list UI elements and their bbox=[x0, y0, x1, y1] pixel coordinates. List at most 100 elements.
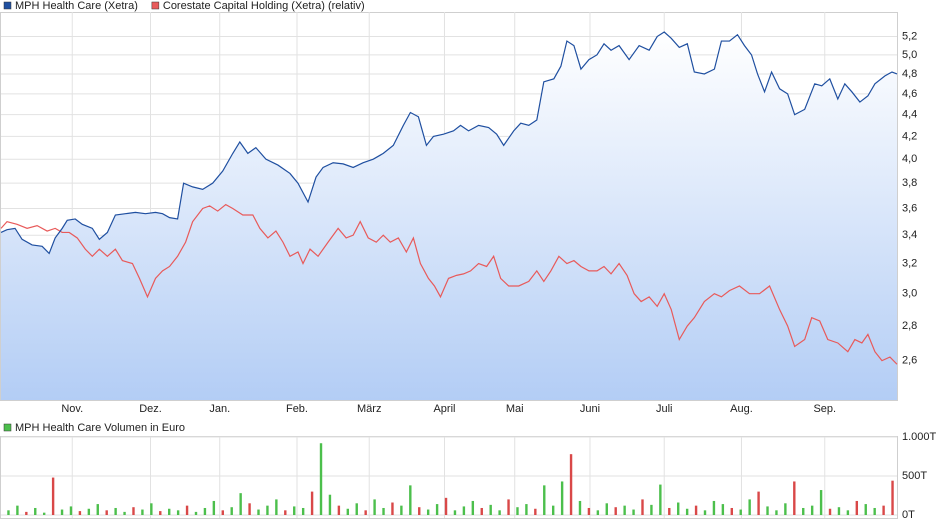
volume-bar bbox=[793, 481, 796, 515]
volume-bar bbox=[614, 507, 617, 515]
volume-bar bbox=[105, 510, 108, 515]
x-tick-label: Jan. bbox=[209, 403, 230, 415]
volume-bar bbox=[685, 508, 689, 515]
volume-bar bbox=[176, 510, 180, 515]
volume-bar bbox=[873, 507, 876, 515]
volume-bar bbox=[819, 490, 823, 515]
y-tick-label: 4,6 bbox=[902, 88, 917, 100]
y-tick-label: 2,6 bbox=[902, 355, 917, 367]
volume-bar bbox=[382, 507, 385, 515]
volume-bar bbox=[391, 502, 394, 515]
volume-bar bbox=[641, 499, 644, 515]
volume-bar bbox=[668, 507, 671, 515]
volume-bar bbox=[891, 480, 894, 515]
volume-bar bbox=[435, 504, 439, 515]
y-tick-label: 3,2 bbox=[902, 257, 917, 269]
y-tick-label: 4,4 bbox=[902, 109, 917, 121]
volume-bar bbox=[25, 511, 28, 515]
volume-bar bbox=[185, 505, 189, 515]
volume-bar bbox=[221, 510, 224, 515]
y-tick-label: 3,6 bbox=[902, 202, 917, 214]
volume-bar bbox=[87, 508, 91, 515]
volume-bar bbox=[507, 499, 510, 515]
volume-bar bbox=[739, 509, 742, 515]
volume-bar bbox=[864, 504, 867, 515]
y-tick-label: 5,0 bbox=[902, 49, 917, 61]
y-tick-label: 3,4 bbox=[902, 229, 917, 241]
volume-bar bbox=[7, 510, 10, 515]
volume-bar bbox=[775, 510, 778, 515]
volume-bar bbox=[802, 507, 805, 515]
volume-bar bbox=[293, 506, 296, 515]
legend-swatch bbox=[3, 1, 12, 10]
volume-bar bbox=[373, 499, 376, 515]
volume-bar bbox=[60, 509, 64, 515]
volume-bar bbox=[837, 507, 841, 515]
volume-bar bbox=[650, 504, 653, 515]
volume-bar bbox=[426, 509, 430, 515]
volume-bar bbox=[730, 507, 733, 515]
volume-bar bbox=[703, 510, 707, 515]
volume-bar bbox=[498, 510, 501, 515]
volume-bar bbox=[150, 503, 153, 515]
x-tick-label: Feb. bbox=[286, 403, 308, 415]
area bbox=[1, 32, 897, 400]
volume-bar bbox=[757, 491, 760, 515]
y-tick-label: 4,2 bbox=[902, 130, 917, 142]
volume-bar bbox=[810, 505, 814, 515]
x-tick-label: Juli bbox=[656, 403, 673, 415]
volume-frame bbox=[0, 436, 898, 519]
y-tick-label: 500T bbox=[902, 470, 927, 482]
legend-label: MPH Health Care Volumen in Euro bbox=[15, 422, 185, 434]
y-tick-label: 5,2 bbox=[902, 30, 917, 42]
volume-bar bbox=[677, 502, 680, 515]
volume-bar bbox=[462, 506, 466, 515]
x-tick-label: Mai bbox=[506, 403, 524, 415]
volume-bar bbox=[855, 500, 859, 515]
y-tick-label: 2,8 bbox=[902, 320, 917, 332]
volume-bar bbox=[114, 507, 117, 515]
volume-bar bbox=[132, 507, 135, 515]
volume-bar bbox=[212, 500, 216, 515]
volume-bar bbox=[364, 510, 367, 515]
volume-bar bbox=[578, 500, 582, 515]
volume-bar bbox=[828, 508, 832, 515]
volume-bar bbox=[203, 507, 207, 515]
volume-bar bbox=[444, 497, 448, 515]
volume-bar bbox=[596, 510, 600, 515]
volume-bar bbox=[516, 507, 519, 515]
y-tick-label: 1.000T bbox=[902, 431, 937, 443]
volume-bar bbox=[400, 505, 403, 515]
volume-bar bbox=[784, 503, 787, 515]
volume-bar bbox=[141, 509, 144, 515]
volume-bar bbox=[409, 485, 412, 515]
legend-label: Corestate Capital Holding (Xetra) (relat… bbox=[163, 0, 365, 12]
x-tick-label: Dez. bbox=[139, 403, 162, 415]
volume-bar bbox=[721, 504, 725, 515]
volume-bar bbox=[96, 504, 99, 515]
volume-bar bbox=[471, 500, 475, 515]
volume-bar bbox=[560, 481, 564, 515]
x-tick-label: Sep. bbox=[813, 403, 836, 415]
volume-bar bbox=[230, 507, 233, 515]
volume-bar bbox=[346, 508, 350, 515]
volume-bar bbox=[51, 477, 55, 515]
volume-bar bbox=[659, 484, 662, 515]
volume-bar bbox=[319, 443, 323, 515]
volume-bar bbox=[418, 507, 421, 515]
y-tick-label: 4,8 bbox=[902, 68, 917, 80]
legend-label: MPH Health Care (Xetra) bbox=[15, 0, 138, 12]
volume-bar bbox=[34, 507, 37, 515]
volume-bar bbox=[301, 507, 305, 515]
volume-bar bbox=[632, 509, 635, 515]
volume-bar bbox=[480, 507, 483, 515]
x-tick-label: Juni bbox=[580, 403, 600, 415]
volume-bar bbox=[248, 503, 251, 515]
volume-bar bbox=[194, 511, 198, 515]
volume-bar bbox=[712, 500, 716, 515]
volume-bar bbox=[266, 505, 269, 515]
volume-bar bbox=[42, 512, 46, 515]
y-tick-label: 3,8 bbox=[902, 177, 917, 189]
x-tick-label: März bbox=[357, 403, 381, 415]
